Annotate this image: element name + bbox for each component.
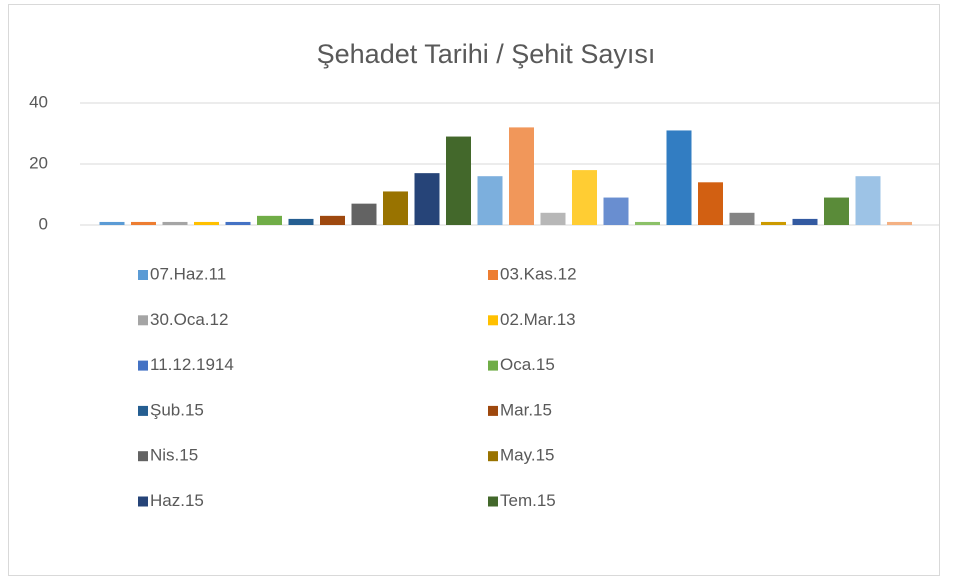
bar (509, 127, 534, 225)
bar (603, 197, 629, 225)
bar (698, 182, 723, 225)
legend-swatch (138, 496, 148, 507)
legend-label: Mar.15 (500, 400, 552, 419)
bar (99, 221, 125, 225)
bar (257, 215, 282, 225)
legend-swatch (138, 451, 148, 462)
legend-label: 30.Oca.12 (150, 310, 228, 329)
bar (194, 221, 219, 225)
legend-swatch (138, 405, 148, 416)
bar (635, 221, 660, 225)
legend-label: Tem.15 (500, 491, 556, 510)
y-tick-label: 0 (39, 214, 48, 233)
legend-label: 03.Kas.12 (500, 264, 577, 283)
y-tick-label: 20 (29, 153, 48, 172)
bar (351, 203, 377, 225)
legend-swatch (138, 360, 148, 371)
bar (477, 176, 503, 225)
legend-label: 11.12.1914 (150, 355, 234, 374)
bar (824, 197, 849, 225)
y-tick-label: 40 (29, 92, 48, 111)
bar (225, 221, 251, 225)
legend-swatch (488, 496, 498, 507)
bar (131, 221, 156, 225)
legend-label: Haz.15 (150, 491, 204, 510)
legend-swatch (488, 405, 498, 416)
bar (855, 176, 881, 225)
legend-label: Oca.15 (500, 355, 555, 374)
bar (572, 170, 597, 225)
bar (320, 215, 345, 225)
legend-swatch (488, 270, 498, 280)
bar (540, 212, 566, 225)
legend-label: Şub.15 (150, 400, 204, 419)
legend-swatch (488, 315, 498, 326)
legend-swatch (488, 360, 498, 371)
legend-label: Nis.15 (150, 446, 198, 465)
bar (666, 130, 692, 225)
legend-label: 02.Mar.13 (500, 310, 576, 329)
bar (162, 221, 188, 225)
legend-label: May.15 (500, 446, 555, 465)
bar (761, 221, 786, 225)
legend-swatch (138, 315, 148, 326)
bar (446, 136, 471, 225)
bar (729, 212, 755, 225)
legend-label: 07.Haz.11 (150, 264, 226, 283)
bar (792, 218, 818, 225)
bar (383, 191, 408, 225)
bar (288, 218, 314, 225)
bar (887, 221, 912, 225)
legend-swatch (488, 451, 498, 462)
bar (414, 173, 440, 225)
chart-frame (8, 4, 940, 576)
legend-swatch (138, 270, 148, 280)
chart-title: Şehadet Tarihi / Şehit Sayısı (317, 39, 656, 69)
